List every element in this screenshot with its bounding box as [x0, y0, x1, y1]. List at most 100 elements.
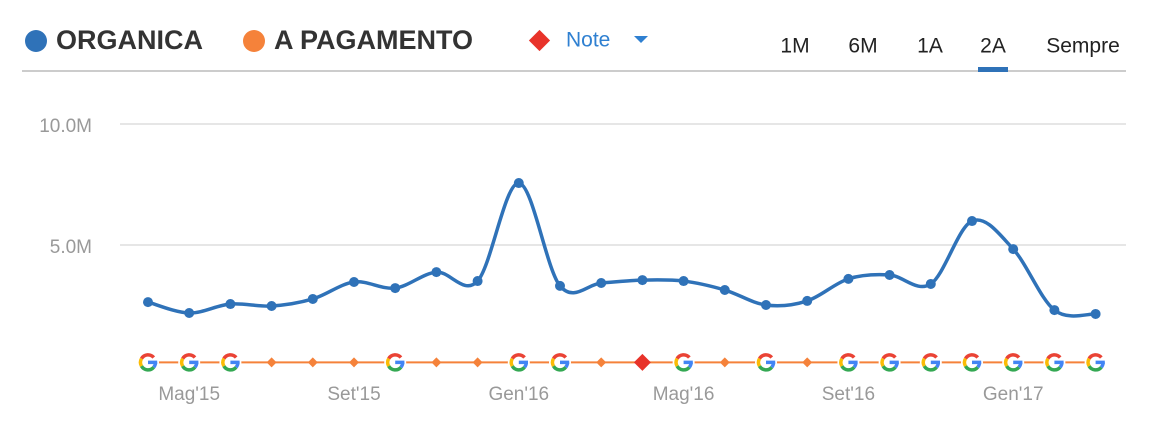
google-arc [674, 357, 679, 367]
x-tick-label: Gen'17 [983, 384, 1044, 405]
x-tick-label: Mag'15 [158, 384, 220, 405]
google-update-icon[interactable] [919, 351, 942, 374]
period-button[interactable]: 6M [848, 35, 877, 58]
google-arc [675, 353, 691, 360]
google-arc [1005, 353, 1021, 360]
google-arc [139, 365, 156, 372]
google-arc [139, 353, 156, 360]
google-update-icon[interactable] [178, 351, 201, 374]
active-underline [978, 67, 1008, 72]
legend-label[interactable]: ORGANICA [56, 25, 203, 55]
note-icon [528, 29, 551, 52]
google-arc [840, 365, 856, 372]
google-update-icon[interactable] [878, 351, 901, 374]
data-point [1090, 308, 1101, 319]
data-point [307, 293, 318, 304]
y-tick-label: 10.0M [39, 116, 92, 137]
google-update-icon[interactable] [837, 351, 860, 374]
google-update-icon[interactable] [384, 351, 407, 374]
google-arc [1045, 357, 1050, 367]
google-arc [1087, 353, 1103, 360]
google-arc [756, 357, 762, 367]
google-arc [551, 353, 568, 360]
data-point [719, 285, 730, 296]
period-button[interactable]: 2A [980, 35, 1006, 58]
google-update-icon[interactable] [507, 351, 530, 374]
google-update-icon[interactable] [1043, 351, 1066, 374]
google-update-icon[interactable] [961, 351, 983, 374]
legend-dot [243, 30, 265, 52]
data-point [1008, 244, 1019, 255]
data-point [225, 299, 236, 310]
data-point [349, 357, 359, 368]
google-arc [839, 357, 844, 367]
period-button[interactable]: Sempre [1046, 35, 1120, 58]
legend-dot [25, 30, 47, 52]
data-point [266, 357, 277, 368]
google-arc [179, 357, 185, 367]
google-arc [922, 353, 938, 360]
data-point [761, 300, 771, 311]
data-point [802, 295, 813, 306]
series-line [147, 181, 1096, 318]
google-arc [757, 353, 774, 360]
notes-dropdown[interactable]: Note [566, 29, 610, 52]
google-arc [675, 365, 691, 372]
google-arc [1005, 365, 1021, 372]
data-point [925, 278, 936, 289]
legend-label[interactable]: A PAGAMENTO [274, 25, 473, 55]
google-arc [962, 357, 968, 367]
google-arc [880, 357, 885, 367]
google-update-icon[interactable] [1002, 351, 1025, 374]
data-point [596, 357, 607, 368]
google-arc [181, 353, 197, 360]
note-marker[interactable] [633, 353, 651, 371]
google-update-icon[interactable] [672, 351, 695, 374]
google-arc [963, 353, 980, 360]
x-tick-label: Set'16 [822, 384, 875, 405]
data-point [307, 357, 318, 368]
data-point [678, 276, 689, 287]
google-arc [387, 353, 403, 360]
google-arc [840, 353, 856, 360]
google-arc [550, 357, 556, 367]
google-update-icon[interactable] [549, 351, 571, 374]
data-point [843, 273, 854, 284]
google-arc [551, 365, 568, 372]
google-arc [921, 357, 926, 367]
data-point [513, 178, 524, 189]
data-point [184, 308, 195, 319]
google-arc [1003, 357, 1009, 367]
google-arc [963, 365, 980, 372]
google-update-icon[interactable] [219, 351, 242, 374]
data-point [472, 276, 483, 287]
google-arc [1086, 357, 1091, 367]
data-point [555, 280, 565, 291]
google-arc [510, 365, 526, 372]
data-point [719, 357, 730, 368]
period-button[interactable]: 1M [780, 35, 809, 58]
period-button[interactable]: 1A [917, 35, 943, 58]
data-point [1049, 305, 1060, 316]
google-update-icon[interactable] [1084, 351, 1107, 374]
google-update-icon[interactable] [755, 351, 777, 374]
data-point [390, 283, 401, 294]
data-point [472, 357, 483, 368]
data-point [884, 270, 895, 281]
google-arc [1087, 365, 1103, 372]
google-arc [922, 365, 938, 372]
google-arc [881, 365, 897, 372]
google-arc [222, 365, 238, 372]
google-arc [138, 357, 144, 367]
data-point [431, 357, 442, 368]
x-tick-label: Gen'16 [488, 384, 549, 405]
google-arc [510, 353, 526, 360]
data-point [802, 357, 813, 368]
google-arc [1046, 365, 1062, 372]
google-arc [757, 365, 774, 372]
google-arc [1046, 353, 1062, 360]
data-point [967, 216, 977, 227]
google-arc [881, 353, 897, 360]
google-arc [181, 365, 197, 372]
google-update-icon[interactable] [137, 351, 159, 374]
